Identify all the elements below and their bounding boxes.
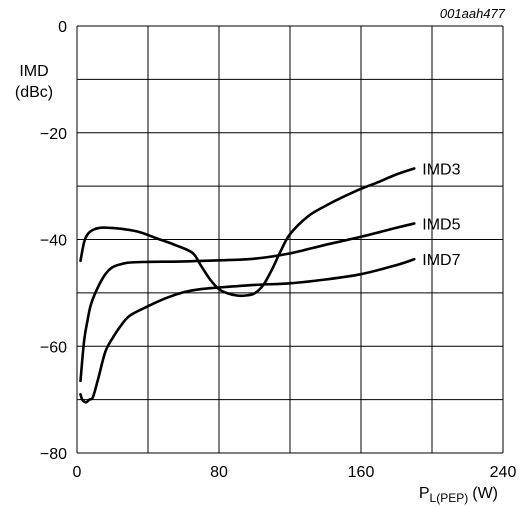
x-axis-label-unit: (W) bbox=[472, 485, 498, 502]
series-labels: IMD3 IMD5 IMD7 bbox=[422, 162, 460, 270]
series-label-imd3: IMD3 bbox=[422, 162, 460, 179]
y-axis-title: IMD (dBc) bbox=[15, 63, 53, 101]
y-tick-label: −60 bbox=[40, 339, 67, 356]
x-axis-label-sub: L(PEP) bbox=[430, 491, 469, 505]
x-tick-label: 0 bbox=[73, 464, 82, 481]
y-axis-label-line1: IMD bbox=[19, 63, 48, 80]
y-tick-label: −20 bbox=[40, 126, 67, 143]
series-line-imd7 bbox=[79, 257, 416, 404]
y-axis-label-line2: (dBc) bbox=[15, 84, 53, 101]
x-tick-label: 240 bbox=[490, 464, 517, 481]
x-axis-title: PL(PEP) (W) bbox=[419, 485, 498, 505]
x-tick-labels: 0 80 160 240 bbox=[73, 464, 517, 481]
series-line-imd3 bbox=[79, 167, 416, 298]
x-tick-label: 160 bbox=[348, 464, 375, 481]
series-line-imd5 bbox=[79, 222, 416, 383]
series-label-imd7: IMD7 bbox=[422, 252, 460, 269]
y-tick-labels: 0 −20 −40 −60 −80 bbox=[40, 19, 67, 463]
y-tick-label: −40 bbox=[40, 233, 67, 250]
series-lines bbox=[79, 167, 416, 404]
y-tick-label: 0 bbox=[58, 19, 67, 36]
figure-id: 001aah477 bbox=[440, 6, 506, 21]
y-tick-label: −80 bbox=[40, 446, 67, 463]
x-tick-label: 80 bbox=[210, 464, 228, 481]
grid bbox=[76, 25, 504, 454]
x-axis-label-main: P bbox=[419, 485, 430, 502]
series-label-imd5: IMD5 bbox=[422, 216, 460, 233]
